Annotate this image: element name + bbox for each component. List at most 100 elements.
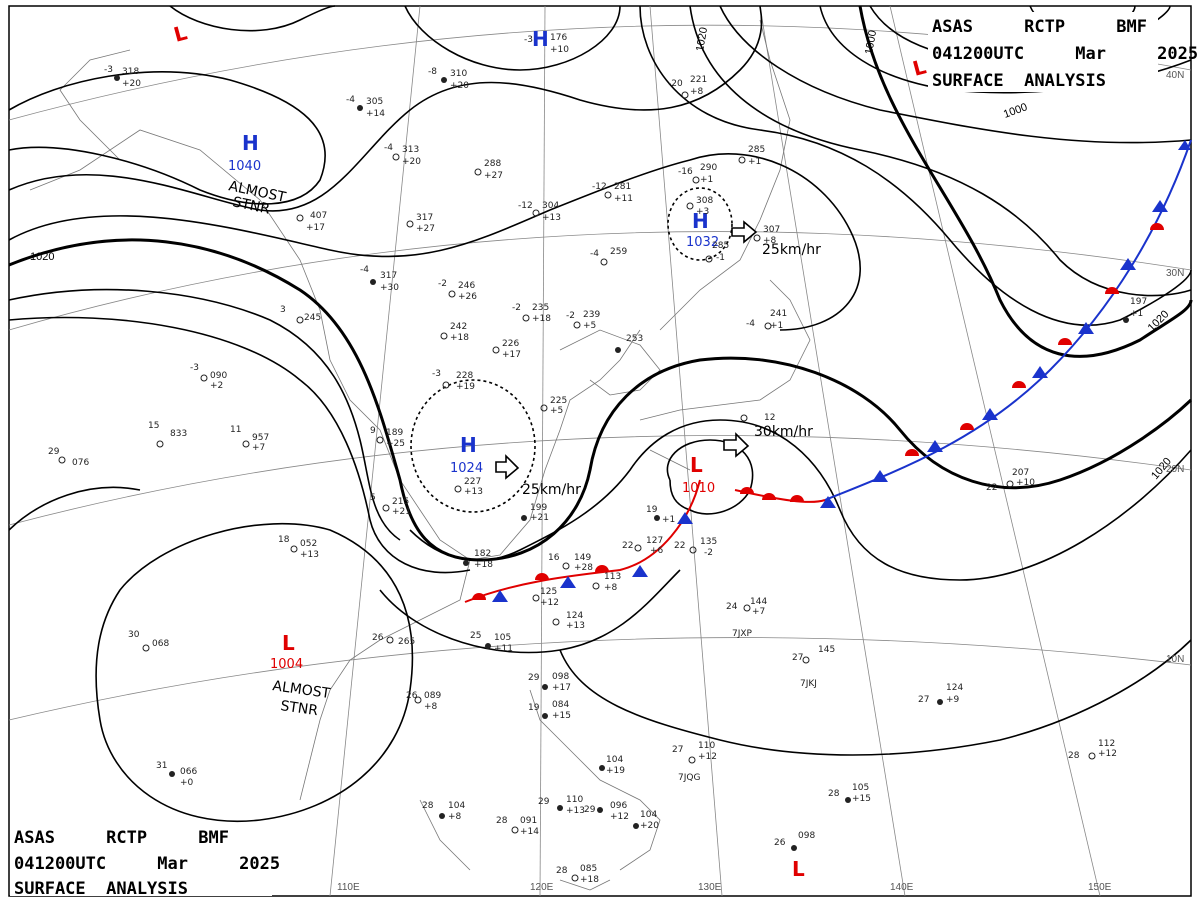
motion-arrows — [495, 220, 758, 480]
map-header: ASAS RCTP BMF 041200UTC Mar 2025 SURFACE… — [928, 12, 1198, 92]
motion-speed: 25km/hr — [762, 242, 821, 258]
station-pressure: 259 — [610, 247, 627, 257]
station-pressure: 285 — [712, 241, 729, 251]
station-temp: -2 — [512, 303, 521, 313]
station-pressure: 245 — [304, 313, 321, 323]
lon-label: 120E — [530, 882, 554, 893]
station-change: +8 — [763, 236, 777, 246]
station-change: +13 — [464, 487, 483, 497]
station-pressure: 189 — [386, 428, 403, 438]
longitude-lines — [329, 5, 1101, 897]
station-change: +30 — [380, 283, 399, 293]
low-symbol: L — [282, 631, 295, 655]
station-change: +17 — [552, 683, 571, 693]
station-pressure: 089 — [424, 691, 441, 701]
station-pressure: 225 — [550, 396, 567, 406]
station-temp: 28 — [1068, 751, 1080, 761]
station-plot: -3 176 +10 — [524, 33, 569, 55]
station-temp: 26 — [372, 633, 384, 643]
station-change: +8 — [690, 87, 704, 97]
station-plot: 104+20 — [633, 810, 659, 831]
high-symbol: H — [692, 209, 709, 233]
station-plot: 19 084+15 — [528, 700, 571, 721]
station-change: +27 — [484, 171, 503, 181]
station-temp: -20 — [668, 79, 683, 89]
motion-arrow-1024 — [495, 454, 520, 480]
station-change: +9 — [946, 695, 960, 705]
station-change: +25 — [386, 439, 405, 449]
station-temp: -16 — [678, 167, 693, 177]
station-pressure: 104 — [448, 801, 465, 811]
station-change: +12 — [540, 598, 559, 608]
station-temp: 29 — [584, 805, 596, 815]
station-pressure: 310 — [450, 69, 467, 79]
motion-speed: 25km/hr — [522, 482, 581, 498]
station-change: +7 — [252, 443, 265, 453]
center-pressure: 1040 — [228, 159, 261, 174]
station-change: +18 — [580, 875, 599, 885]
station-plot: 9 189+25 — [370, 426, 405, 449]
pressure-center-high-top: H — [532, 27, 549, 51]
station-plot: 29 096+12 — [584, 801, 629, 822]
station-plot: 28 104+8 — [422, 801, 465, 822]
station-pressure: 317 — [380, 271, 397, 281]
station-pressure: 124 — [566, 611, 583, 621]
station-plot: 182+18 — [463, 549, 493, 570]
station-temp: -12 — [518, 201, 533, 211]
center-pressure: 1032 — [686, 235, 719, 250]
station-change: +19 — [456, 382, 475, 392]
station-pressure: 246 — [458, 281, 475, 291]
station-plot: 24 144+7 — [726, 597, 767, 617]
station-temp: -3 — [104, 65, 113, 75]
station-temp: 15 — [148, 421, 159, 431]
station-change: +1 — [770, 321, 783, 331]
station-change: +7 — [752, 607, 765, 617]
station-plot: -3 228+19 — [432, 369, 475, 392]
motion-speed: 30km/hr — [754, 424, 813, 440]
station-pressure: 066 — [180, 767, 197, 777]
station-plot: 19 +1 — [646, 505, 675, 525]
coastlines — [29, 19, 811, 891]
station-pressure: 110 — [698, 741, 715, 751]
low-symbol: L — [690, 453, 703, 477]
center-pressure: 1004 — [270, 657, 303, 672]
station-plot: 285-1 — [705, 241, 729, 263]
pressure-center-high-1032: H 1032 — [686, 209, 719, 250]
station-temp: 16 — [548, 553, 560, 563]
station-plot: 12 — [740, 413, 775, 423]
station-plot: -8 310 +20 — [428, 67, 469, 91]
station-change: +26 — [458, 292, 477, 302]
footer-line-1: ASAS RCTP BMF — [14, 828, 229, 848]
station-pressure: 221 — [690, 75, 707, 85]
station-plot: -3 090+2 — [190, 363, 227, 391]
motion-arrow-1010 — [723, 432, 750, 458]
station-pressure: 145 — [818, 645, 835, 655]
center-note: STNR — [231, 194, 271, 218]
station-pressure: 052 — [300, 539, 317, 549]
station-plot: 317+27 — [406, 213, 435, 234]
station-pressure: 113 — [604, 572, 621, 582]
station-pressure: 125 — [540, 587, 557, 597]
station-plot: 31 066+0 — [156, 761, 197, 788]
station-change: +1 — [1130, 309, 1143, 319]
station-pressure: 105 — [494, 633, 511, 643]
station-change: +11 — [494, 644, 513, 654]
station-change: +20 — [122, 79, 141, 89]
station-plot: 253 — [615, 334, 643, 353]
station-temp: -12 — [592, 182, 607, 192]
station-temp: -4 — [384, 143, 393, 153]
header-line-1: ASAS RCTP BMF — [932, 17, 1147, 37]
isobar-label: 1000 — [863, 29, 879, 55]
station-pressure: 957 — [252, 433, 269, 443]
station-plot: 25 105+11 — [470, 631, 513, 654]
station-pressure: 182 — [474, 549, 491, 559]
station-plot: 22 207+10 — [986, 468, 1035, 493]
station-pressure: 104 — [640, 810, 657, 820]
station-plot: -12 304 +13 — [518, 201, 561, 223]
station-pressure: 226 — [502, 339, 519, 349]
station-plot: 125+12 — [532, 587, 559, 608]
station-pressure: 253 — [626, 334, 643, 344]
high-symbol: H — [242, 131, 259, 155]
station-temp: 30 — [128, 630, 140, 640]
station-plot: -4 313 +20 — [384, 143, 421, 167]
